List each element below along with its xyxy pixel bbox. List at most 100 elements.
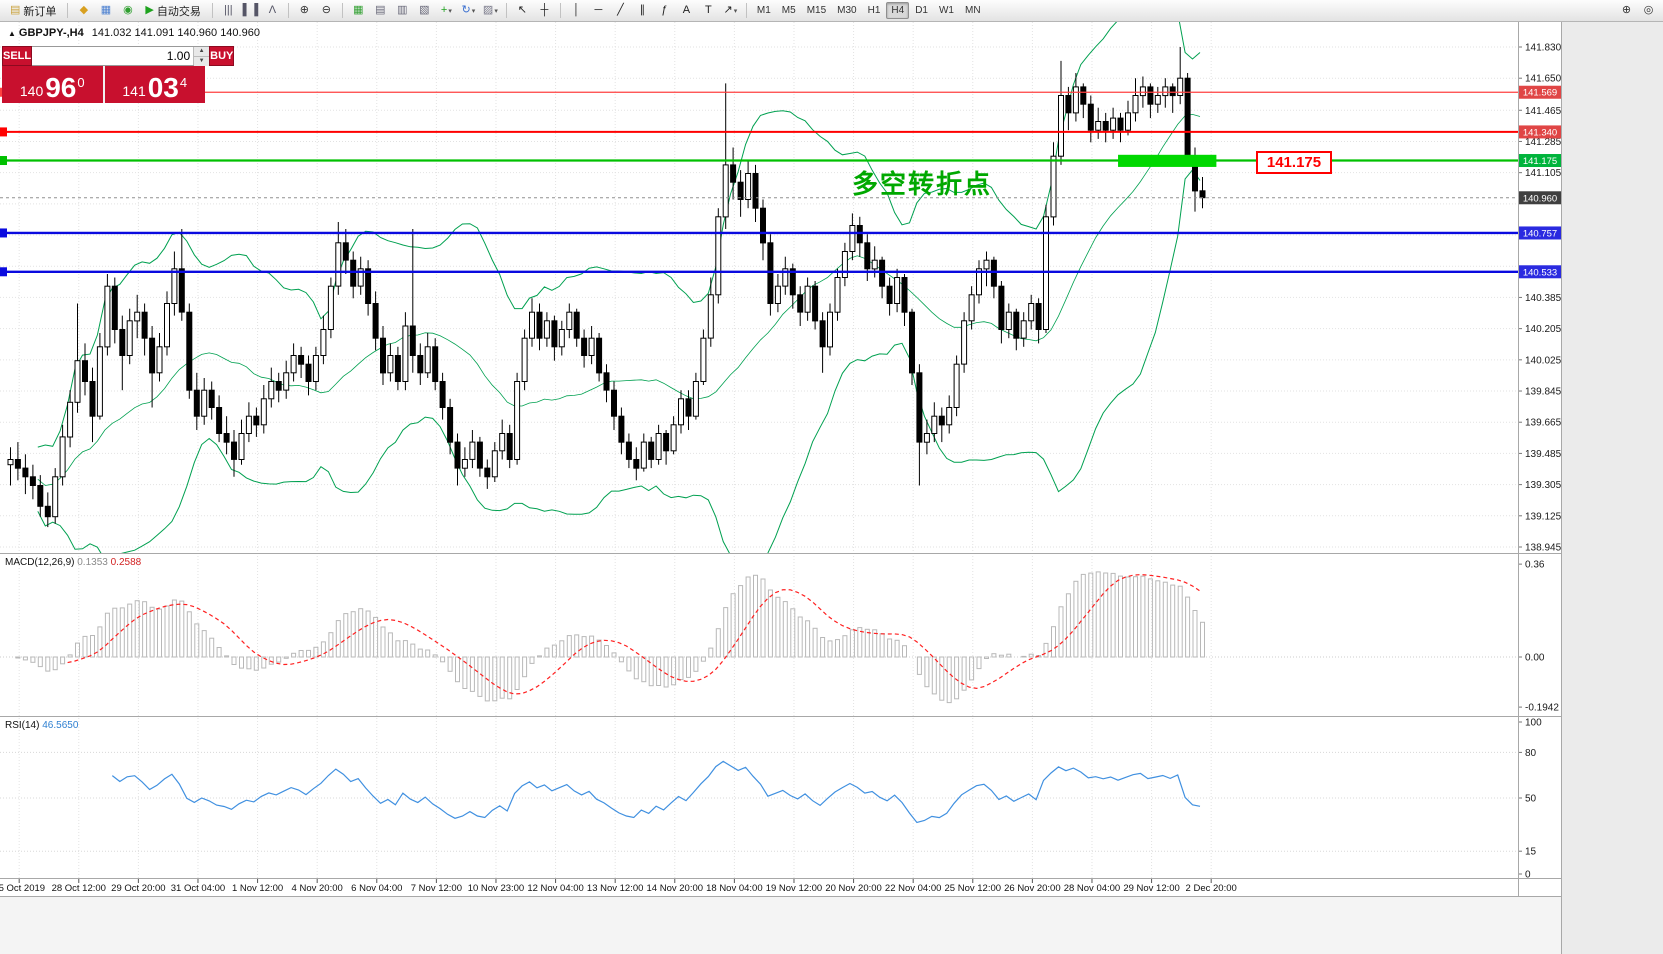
tile-windows-icon[interactable]: ▦ <box>348 1 369 21</box>
level-lines[interactable] <box>0 87 1518 277</box>
chart-symbol-icon: ▲ <box>8 29 16 38</box>
indicators-button[interactable]: + ▾ <box>436 1 457 21</box>
trendline-icon: ╱ <box>617 4 624 16</box>
price-scale[interactable]: 138.945 139.125 139.305 139.485 139.665 139.8… <box>1518 43 1562 881</box>
buy-button[interactable]: BUY <box>209 46 235 66</box>
grid-layer <box>0 22 1518 878</box>
sell-price-point: 0 <box>77 75 85 90</box>
svg-text:140.960: 140.960 <box>1523 193 1557 204</box>
auto-trading-button[interactable]: ▶ 自动交易 <box>139 1 206 21</box>
dropdown-arrow-icon[interactable]: ▾ <box>733 7 738 15</box>
timeframe-mn[interactable]: MN <box>964 5 981 16</box>
zoom-out-icon: ⊖ <box>321 4 331 16</box>
sell-price-integer: 140 <box>19 83 44 99</box>
trendline-icon[interactable]: ╱ <box>610 1 631 21</box>
highlight-zone[interactable] <box>1118 154 1217 167</box>
svg-text:7 Nov 12:00: 7 Nov 12:00 <box>411 883 462 894</box>
svg-text:140.757: 140.757 <box>1523 228 1557 239</box>
toolbar-separator <box>745 3 747 18</box>
templates-button[interactable]: ▨ ▾ <box>480 1 501 21</box>
templates-icon: ▨ <box>482 4 494 16</box>
fibonacci-icon[interactable]: ƒ <box>654 1 675 21</box>
toolbar-separator <box>505 3 507 18</box>
svg-text:19 Nov 12:00: 19 Nov 12:00 <box>766 883 823 894</box>
vertical-line-icon[interactable]: │ <box>566 1 587 21</box>
window-options-icon: ◎ <box>1643 4 1654 16</box>
market-watch-icon[interactable]: ▦ <box>95 1 116 21</box>
vertical-line-icon: │ <box>572 4 580 16</box>
tile-vertical-icon[interactable]: ▧ <box>414 1 435 21</box>
toolbar-separator <box>67 3 69 18</box>
svg-text:100: 100 <box>1525 718 1542 729</box>
quote-symbol: GBPJPY-,H4 <box>18 27 84 39</box>
volume-down-button[interactable]: ▼ <box>194 57 210 66</box>
bottom-strip <box>0 896 1562 954</box>
svg-text:6 Nov 04:00: 6 Nov 04:00 <box>351 883 402 894</box>
cursor-icon[interactable]: ↖ <box>512 1 533 21</box>
sell-button[interactable]: SELL <box>2 46 33 66</box>
sell-price[interactable]: 140 96 0 <box>2 66 103 103</box>
timeframe-m1[interactable]: M1 <box>756 5 771 16</box>
fibonacci-icon: ƒ <box>661 4 668 16</box>
svg-text:29 Oct 20:00: 29 Oct 20:00 <box>111 883 165 894</box>
timeframe-h1[interactable]: H1 <box>867 5 881 16</box>
tile-horizontal-icon[interactable]: ▥ <box>392 1 413 21</box>
svg-text:50: 50 <box>1525 794 1537 805</box>
window-options-icon[interactable]: ◎ <box>1638 1 1659 21</box>
history-center-icon[interactable]: ◆ <box>73 1 94 21</box>
volume-input[interactable] <box>32 47 194 65</box>
svg-text:26 Nov 20:00: 26 Nov 20:00 <box>1004 883 1061 894</box>
timeframe-m15[interactable]: M15 <box>806 5 827 16</box>
timeframe-m5[interactable]: M5 <box>781 5 796 16</box>
zoom-chart-icon[interactable]: ⊕ <box>1616 1 1637 21</box>
price-callout-label[interactable]: 141.175 <box>1256 151 1332 174</box>
volume-box: ▲ ▼ <box>32 46 210 66</box>
period-cycle-button[interactable]: ↻ ▾ <box>458 1 479 21</box>
svg-text:138.945: 138.945 <box>1525 542 1562 553</box>
svg-text:139.845: 139.845 <box>1525 387 1562 398</box>
time-axis[interactable]: 25 Oct 2019 28 Oct 12:00 29 Oct 20:00 31 Oc… <box>0 879 1237 894</box>
svg-text:29 Nov 12:00: 29 Nov 12:00 <box>1123 883 1180 894</box>
info-icon[interactable]: ◉ <box>117 1 138 21</box>
text-label-icon[interactable]: T <box>698 1 719 21</box>
timeframe-w1[interactable]: W1 <box>938 5 954 16</box>
zoom-out-icon[interactable]: ⊖ <box>316 1 337 21</box>
cascade-windows-icon[interactable]: ▤ <box>370 1 391 21</box>
svg-text:4 Nov 20:00: 4 Nov 20:00 <box>292 883 343 894</box>
svg-text:140.205: 140.205 <box>1525 324 1562 335</box>
timeframe-m30[interactable]: M30 <box>837 5 857 16</box>
turning-point-annotation: 多空转折点 <box>852 169 993 199</box>
dropdown-arrow-icon[interactable]: ▾ <box>471 7 476 15</box>
candlestick-chart-icon[interactable]: ▌▐ <box>240 1 261 21</box>
svg-text:141.465: 141.465 <box>1525 106 1562 117</box>
new-order-button[interactable]: ▤ 新订单 <box>4 1 62 21</box>
buy-price[interactable]: 141 03 4 <box>104 66 205 103</box>
svg-text:0.36: 0.36 <box>1525 560 1545 571</box>
cascade-windows-icon: ▤ <box>375 4 386 16</box>
bar-chart-icon[interactable]: ||| <box>218 1 239 21</box>
svg-text:141.569: 141.569 <box>1523 88 1557 99</box>
line-chart-icon[interactable]: Λ <box>262 1 283 21</box>
volume-up-button[interactable]: ▲ <box>194 47 210 57</box>
crosshair-icon: ┼ <box>540 4 549 16</box>
channel-icon[interactable]: ∥ <box>632 1 653 21</box>
quote-ohlc: 141.032 141.091 140.960 140.960 <box>91 27 260 39</box>
text-icon[interactable]: A <box>676 1 697 21</box>
history-center-icon: ◆ <box>79 4 89 16</box>
zoom-in-icon[interactable]: ⊕ <box>294 1 315 21</box>
svg-text:14 Nov 20:00: 14 Nov 20:00 <box>647 883 704 894</box>
sell-price-pips: 96 <box>45 71 77 103</box>
candlestick-chart-icon: ▌▐ <box>242 4 259 16</box>
horizontal-line-icon[interactable]: ─ <box>588 1 609 21</box>
svg-text:28 Oct 12:00: 28 Oct 12:00 <box>52 883 106 894</box>
timeframe-d1[interactable]: D1 <box>915 5 928 16</box>
dropdown-arrow-icon[interactable]: ▾ <box>494 7 498 15</box>
dropdown-arrow-icon[interactable]: ▾ <box>448 7 452 15</box>
svg-text:25 Oct 2019: 25 Oct 2019 <box>0 883 45 894</box>
timeframe-h4[interactable]: H4 <box>886 2 910 19</box>
arrow-objects-icon[interactable]: ↗ ▾ <box>720 1 741 21</box>
crosshair-icon[interactable]: ┼ <box>534 1 555 21</box>
